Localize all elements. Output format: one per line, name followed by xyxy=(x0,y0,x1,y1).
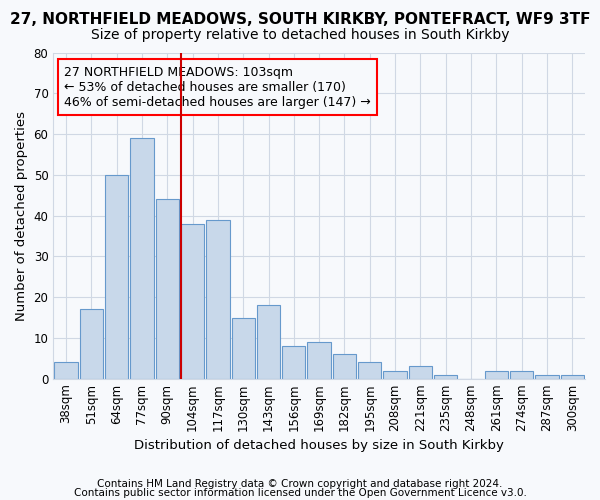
Bar xyxy=(358,362,382,378)
Y-axis label: Number of detached properties: Number of detached properties xyxy=(15,110,28,320)
Bar xyxy=(130,138,154,378)
Bar xyxy=(434,374,457,378)
Text: Contains public sector information licensed under the Open Government Licence v3: Contains public sector information licen… xyxy=(74,488,526,498)
Bar xyxy=(560,374,584,378)
Text: Size of property relative to detached houses in South Kirkby: Size of property relative to detached ho… xyxy=(91,28,509,42)
Text: 27 NORTHFIELD MEADOWS: 103sqm
← 53% of detached houses are smaller (170)
46% of : 27 NORTHFIELD MEADOWS: 103sqm ← 53% of d… xyxy=(64,66,371,108)
Text: 27, NORTHFIELD MEADOWS, SOUTH KIRKBY, PONTEFRACT, WF9 3TF: 27, NORTHFIELD MEADOWS, SOUTH KIRKBY, PO… xyxy=(10,12,590,28)
Bar xyxy=(307,342,331,378)
Bar xyxy=(181,224,204,378)
Bar xyxy=(206,220,230,378)
Bar xyxy=(535,374,559,378)
Bar xyxy=(409,366,432,378)
Bar xyxy=(510,370,533,378)
Bar xyxy=(383,370,407,378)
Bar xyxy=(282,346,305,378)
Text: Contains HM Land Registry data © Crown copyright and database right 2024.: Contains HM Land Registry data © Crown c… xyxy=(97,479,503,489)
Bar xyxy=(257,306,280,378)
X-axis label: Distribution of detached houses by size in South Kirkby: Distribution of detached houses by size … xyxy=(134,440,504,452)
Bar xyxy=(232,318,255,378)
Bar xyxy=(333,354,356,378)
Bar xyxy=(155,200,179,378)
Bar xyxy=(80,310,103,378)
Bar xyxy=(485,370,508,378)
Bar xyxy=(105,175,128,378)
Bar xyxy=(55,362,77,378)
